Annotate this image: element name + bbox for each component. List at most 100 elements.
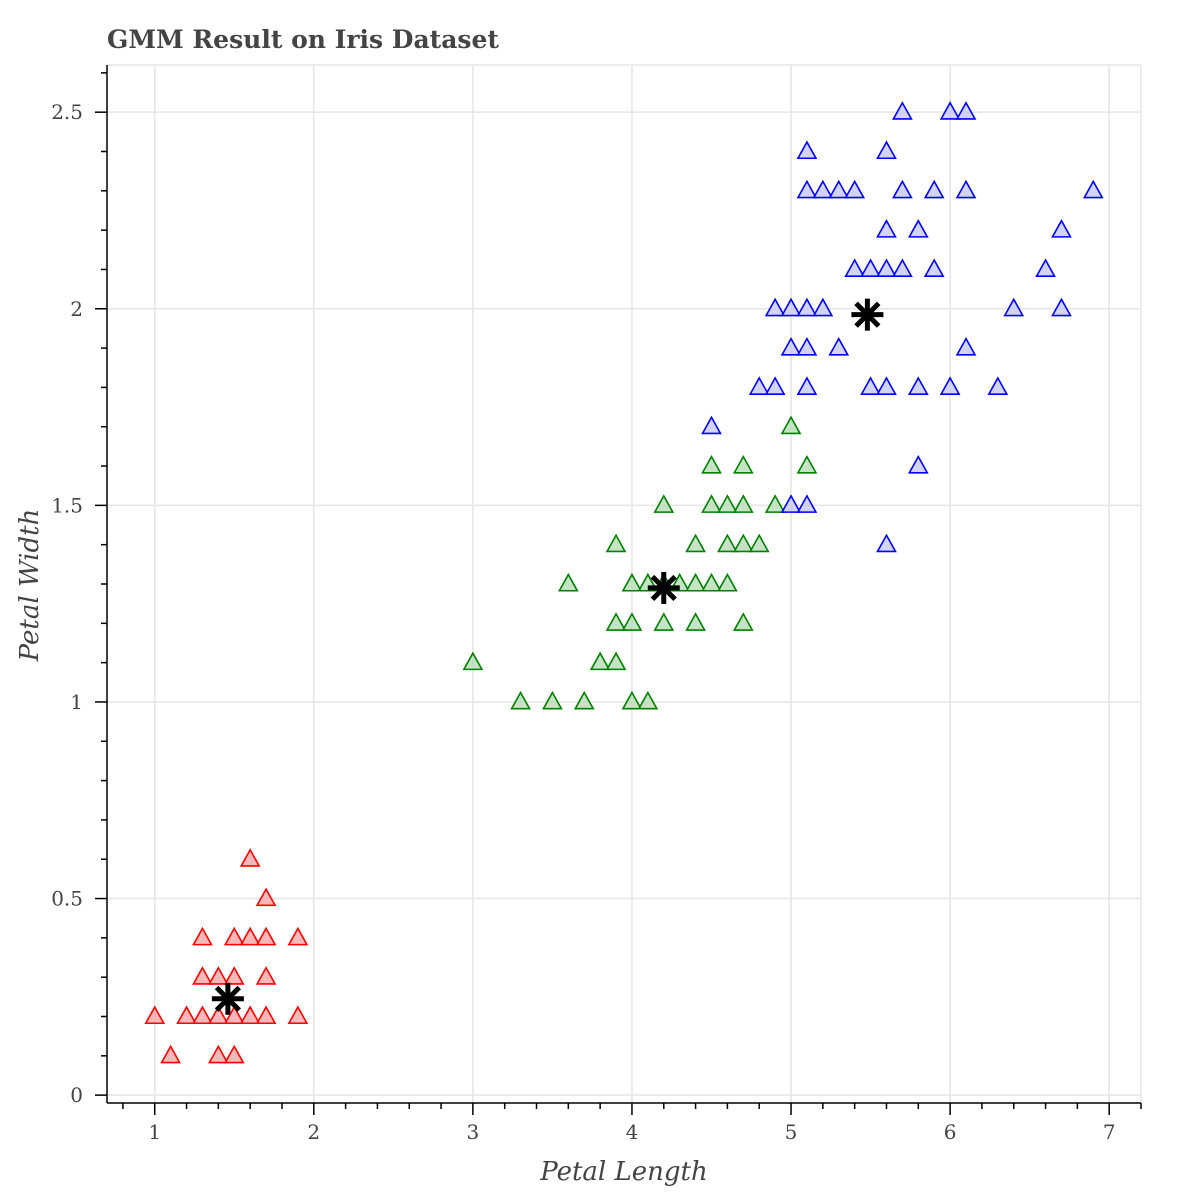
cluster-2-point bbox=[510, 690, 531, 710]
cluster-1-point bbox=[239, 1005, 261, 1025]
cluster-3-point bbox=[748, 376, 770, 395]
cluster-2-point bbox=[717, 572, 738, 592]
cluster-3-point bbox=[844, 258, 866, 278]
cluster-1-point bbox=[144, 1005, 166, 1025]
x-axis-label: Petal Length bbox=[539, 1157, 707, 1187]
cluster-2-point bbox=[685, 533, 706, 553]
cluster-3-point bbox=[876, 219, 897, 238]
cluster-3-point bbox=[923, 258, 945, 278]
cluster-3-point bbox=[876, 258, 897, 278]
chart-title: GMM Result on Iris Dataset bbox=[107, 25, 499, 54]
cluster-1-point bbox=[223, 1005, 245, 1025]
cluster-3-point bbox=[796, 140, 818, 160]
cluster-2-point bbox=[732, 494, 754, 513]
cluster-3-point bbox=[1035, 258, 1056, 278]
cluster-1-point bbox=[192, 966, 213, 985]
cluster-2-point bbox=[605, 612, 627, 631]
cluster-3-point bbox=[987, 376, 1009, 395]
cluster-3-point bbox=[812, 297, 834, 317]
x-tick-label: 4 bbox=[626, 1120, 639, 1144]
cluster-2-point bbox=[542, 690, 563, 710]
y-tick-label: 2 bbox=[70, 297, 83, 321]
cluster-3-point bbox=[1051, 297, 1072, 317]
cluster-2-point bbox=[796, 454, 818, 474]
cluster-2-point bbox=[653, 494, 675, 513]
cluster-3-point bbox=[876, 376, 897, 395]
data-points bbox=[144, 101, 1104, 1064]
cluster-3-point bbox=[876, 533, 897, 553]
cluster-1-point bbox=[223, 926, 245, 946]
cluster-2-point bbox=[637, 690, 659, 710]
cluster-3-point bbox=[796, 297, 818, 317]
cluster-2-point bbox=[462, 651, 484, 671]
cluster-2-point bbox=[685, 612, 706, 631]
cluster-2-point bbox=[701, 494, 722, 513]
cluster-1-point bbox=[255, 887, 277, 907]
cluster-3-point bbox=[796, 179, 818, 199]
cluster-2-point bbox=[605, 651, 627, 671]
cluster-2-point bbox=[780, 415, 802, 435]
cluster-2-point bbox=[701, 454, 722, 474]
cluster-3-point bbox=[860, 258, 881, 278]
cluster-1-point bbox=[255, 926, 277, 946]
x-tick-label: 6 bbox=[944, 1120, 957, 1144]
cluster-2-point bbox=[621, 690, 643, 710]
cluster-3-point bbox=[955, 336, 977, 356]
cluster-2-point bbox=[685, 572, 706, 592]
cluster-3-point bbox=[796, 336, 818, 356]
cluster-3-point bbox=[860, 376, 881, 395]
cluster-3-point bbox=[955, 179, 977, 199]
cluster-3-point bbox=[923, 179, 945, 199]
cluster-1-point bbox=[207, 1044, 229, 1064]
cluster-1-point bbox=[287, 1005, 309, 1025]
cluster-3-point bbox=[780, 494, 802, 513]
centroid-marker bbox=[851, 298, 884, 331]
x-tick-label: 3 bbox=[467, 1120, 480, 1144]
cluster-3-point bbox=[892, 258, 913, 278]
y-tick-label: 2.5 bbox=[51, 100, 83, 124]
cluster-3-point bbox=[955, 101, 977, 120]
cluster-1-point bbox=[287, 926, 309, 946]
cluster-2-point bbox=[653, 612, 675, 631]
cluster-2-point bbox=[732, 454, 754, 474]
cluster-3-point bbox=[796, 494, 818, 513]
cluster-1-point bbox=[192, 1005, 213, 1025]
y-axis-label: Petal Width bbox=[15, 509, 45, 663]
cluster-centroids bbox=[211, 298, 884, 1015]
cluster-1-point bbox=[207, 966, 229, 985]
cluster-3-point bbox=[828, 179, 850, 199]
axes: 1 2 3 4 5 6 7 0 0.5 1 1.5 2 2.5 bbox=[51, 65, 1142, 1144]
cluster-3-point bbox=[844, 179, 866, 199]
cluster-3-point bbox=[812, 179, 834, 199]
cluster-3-point bbox=[764, 297, 786, 317]
cluster-2-point bbox=[717, 494, 738, 513]
cluster-3-point bbox=[701, 415, 722, 435]
cluster-2-point bbox=[605, 533, 627, 553]
cluster-2-point bbox=[732, 533, 754, 553]
centroid-marker bbox=[647, 571, 680, 604]
cluster-3-point bbox=[1082, 179, 1104, 199]
cluster-2-point bbox=[701, 572, 722, 592]
y-tick-label: 1.5 bbox=[51, 493, 83, 517]
cluster-2-point bbox=[732, 612, 754, 631]
y-tick-label: 0 bbox=[70, 1083, 83, 1107]
cluster-3-point bbox=[1003, 297, 1025, 317]
cluster-3-point bbox=[796, 376, 818, 395]
cluster-3-point bbox=[828, 336, 850, 356]
cluster-3-point bbox=[780, 297, 802, 317]
cluster-1-point bbox=[239, 848, 261, 867]
x-tick-label: 2 bbox=[307, 1120, 320, 1144]
grid-lines bbox=[107, 64, 1142, 1103]
cluster-1-point bbox=[223, 966, 245, 985]
cluster-1-point bbox=[160, 1044, 181, 1064]
cluster-1-point bbox=[239, 926, 261, 946]
cluster-3-point bbox=[939, 101, 961, 120]
x-tick-label: 7 bbox=[1103, 1120, 1116, 1144]
centroid-marker bbox=[211, 982, 244, 1015]
cluster-1-point bbox=[255, 1005, 277, 1025]
x-tick-label: 5 bbox=[785, 1120, 798, 1144]
x-tick-label: 1 bbox=[148, 1120, 161, 1144]
cluster-3-point bbox=[939, 376, 961, 395]
